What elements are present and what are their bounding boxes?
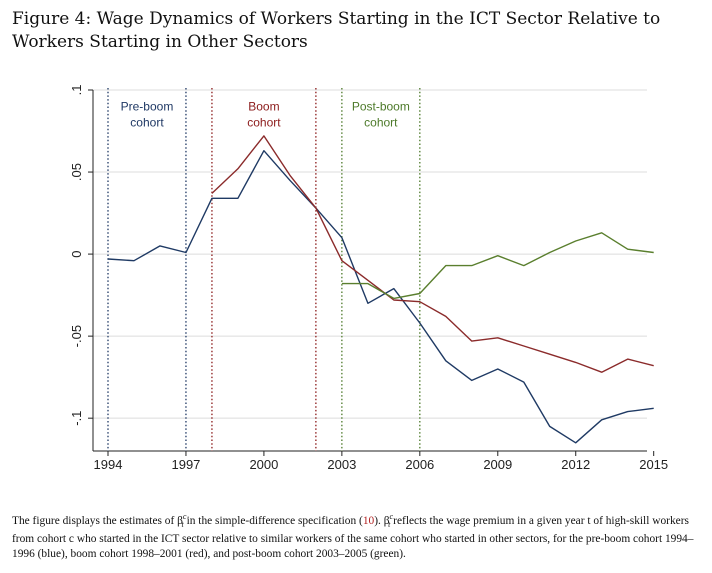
x-tick-label: 2006 [405, 457, 434, 472]
cohort-annotation-line: cohort [364, 115, 398, 129]
y-tick-label: .1 [69, 85, 84, 96]
x-tick-label: 2015 [639, 457, 668, 472]
caption-part-4: reflects the wage premium in a given yea… [12, 514, 694, 561]
cohort-annotation-line: Post-boom [352, 99, 410, 113]
cohort-annotation-line: cohort [247, 115, 281, 129]
y-tick-label: -.05 [69, 325, 84, 347]
caption-beta-superscript-2: c [389, 512, 394, 521]
caption-beta-subscript-2: t [388, 520, 391, 530]
figure-title: Figure 4: Wage Dynamics of Workers Start… [12, 9, 661, 52]
series-line-0 [107, 149, 654, 444]
figure-caption: The figure displays the estimates of βct… [12, 509, 704, 562]
caption-beta-subscript: t [181, 520, 184, 530]
caption-beta-superscript: c [182, 512, 187, 521]
cohort-annotation-line: Boom [248, 99, 279, 113]
caption-part-3: ). β [374, 514, 390, 527]
caption-part-2: in the simple-difference specification ( [183, 514, 363, 527]
x-tick-label: 2012 [561, 457, 590, 472]
cohort-annotation-line: Pre-boom [121, 99, 174, 113]
x-tick-label: 1997 [171, 457, 200, 472]
x-tick-label: 1994 [94, 457, 123, 472]
cohort-annotation-line: cohort [130, 115, 164, 129]
y-tick-label: 0 [69, 250, 84, 257]
caption-equation-ref[interactable]: 10 [362, 514, 375, 527]
x-tick-label: 2003 [327, 457, 356, 472]
series-line-1 [211, 135, 654, 373]
series-line-2 [341, 232, 654, 300]
line-chart: -.1 -.05 0 .05 .1 1994 1997 2000 2003 2006 2009 201… [69, 85, 668, 472]
cohort-annotation: Boom cohort [247, 99, 281, 129]
x-tick-label: 2000 [249, 457, 278, 472]
x-tick-label: 2009 [483, 457, 512, 472]
caption-part-1: The figure displays the estimates of β [12, 514, 183, 527]
y-tick-label: .05 [69, 163, 84, 181]
y-tick-label: -.1 [69, 411, 84, 426]
cohort-annotation: Pre-boom cohort [121, 99, 174, 129]
cohort-annotation: Post-boom cohort [352, 99, 410, 129]
